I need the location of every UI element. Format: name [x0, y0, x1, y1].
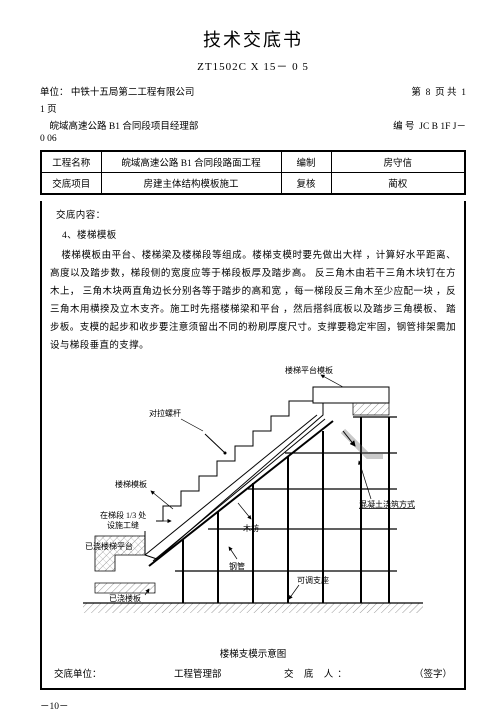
- lbl-onethird-1: 在梯段 1/3 处: [100, 510, 146, 520]
- content-box: 交底内容： 4、楼梯模板 楼梯模板由平台、楼梯梁及楼梯段等组成。楼梯支模时要先做…: [40, 201, 466, 690]
- page-footer-number: －10－: [40, 698, 466, 712]
- lbl-poured-platform: 已浇楼梯平台: [85, 541, 133, 551]
- lbl-tie-rod: 对拉螺杆: [149, 408, 181, 418]
- header-unit-label: 单位：: [40, 88, 69, 98]
- table-row: 交底项目 房建主体结构模板施工 复核 蔺权: [41, 173, 465, 195]
- header-line4: 0 06: [40, 134, 466, 144]
- page-label-b: 页 共: [435, 88, 456, 98]
- page-number: 8: [426, 88, 431, 98]
- code-label: 编 号: [393, 122, 414, 132]
- footer-sign: （签字）: [414, 670, 452, 680]
- content-paragraph: 楼梯模板由平台、楼梯梁及楼梯段等组成。楼梯支模时要先做出大样 ，计算好水平距离、…: [50, 247, 456, 355]
- cell-project-name: 皖域高速公路 B1 合同段路面工程: [101, 151, 281, 173]
- footer-person-label: 交 底 人：: [284, 670, 351, 680]
- cell-author-lbl: 编制: [281, 151, 331, 173]
- lbl-wood-beam: 木枋: [243, 523, 259, 533]
- lbl-onethird-2: 设施工缝: [107, 520, 139, 530]
- lbl-adj-brace: 可调支座: [297, 575, 329, 585]
- info-table: 工程名称 皖域高速公路 B1 合同段路面工程 编制 房守信 交底项目 房建主体结…: [40, 150, 466, 195]
- header-pagination: 第 8 页 共 1: [411, 84, 466, 98]
- lbl-steel-pipe: 钢管: [229, 561, 245, 571]
- cell-review-lbl: 复核: [281, 173, 331, 195]
- cell-author: 房守信: [331, 151, 465, 173]
- stair-diagram-svg: 楼梯平台模板 对拉螺杆 楼梯模板 在梯段 1/3 处 设施工缝 已浇楼梯平台 木…: [53, 361, 453, 641]
- footer: 交底单位： 工程管理部 交 底 人： （签字）: [50, 666, 456, 680]
- doc-title: 技术交底书: [40, 26, 466, 52]
- cell-item: 房建主体结构模板施工: [101, 173, 281, 195]
- project-site: 皖域高速公路 B1 合同段项目经理部: [40, 118, 198, 132]
- page-total: 1: [461, 88, 466, 98]
- diagram: 楼梯平台模板 对拉螺杆 楼梯模板 在梯段 1/3 处 设施工缝 已浇楼梯平台 木…: [50, 361, 456, 660]
- code-value: JC B 1F J－: [419, 122, 466, 132]
- footer-unit: 工程管理部: [174, 670, 222, 680]
- lbl-stair-board: 楼梯模板: [115, 479, 147, 489]
- doc-number: ZT1502C X 15－ 0 5: [40, 58, 466, 74]
- lbl-platform-board: 楼梯平台模板: [285, 365, 333, 375]
- content-subheading: 4、楼梯模板: [62, 227, 456, 245]
- header-unit: 单位： 中铁十五局第二工程有限公司: [40, 84, 194, 98]
- content-heading: 交底内容：: [56, 207, 456, 225]
- cell-item-lbl: 交底项目: [41, 173, 101, 195]
- lbl-concrete: 混凝土浇筑方式: [359, 499, 415, 509]
- footer-unit-label: 交底单位：: [54, 670, 102, 680]
- header-unit-value: 中铁十五局第二工程有限公司: [71, 88, 195, 98]
- diagram-caption: 楼梯支模示意图: [50, 646, 456, 660]
- header-code: 编 号 JC B 1F J－: [393, 118, 466, 132]
- table-row: 工程名称 皖域高速公路 B1 合同段路面工程 编制 房守信: [41, 151, 465, 173]
- project-site-text: 皖域高速公路 B1 合同段项目经理部: [50, 122, 199, 132]
- lbl-poured-slab: 已浇楼板: [109, 593, 141, 603]
- page-label-a: 第: [411, 88, 421, 98]
- header-line2: 1 页: [40, 101, 466, 115]
- cell-review: 蔺权: [331, 173, 465, 195]
- cell-project-name-lbl: 工程名称: [41, 151, 101, 173]
